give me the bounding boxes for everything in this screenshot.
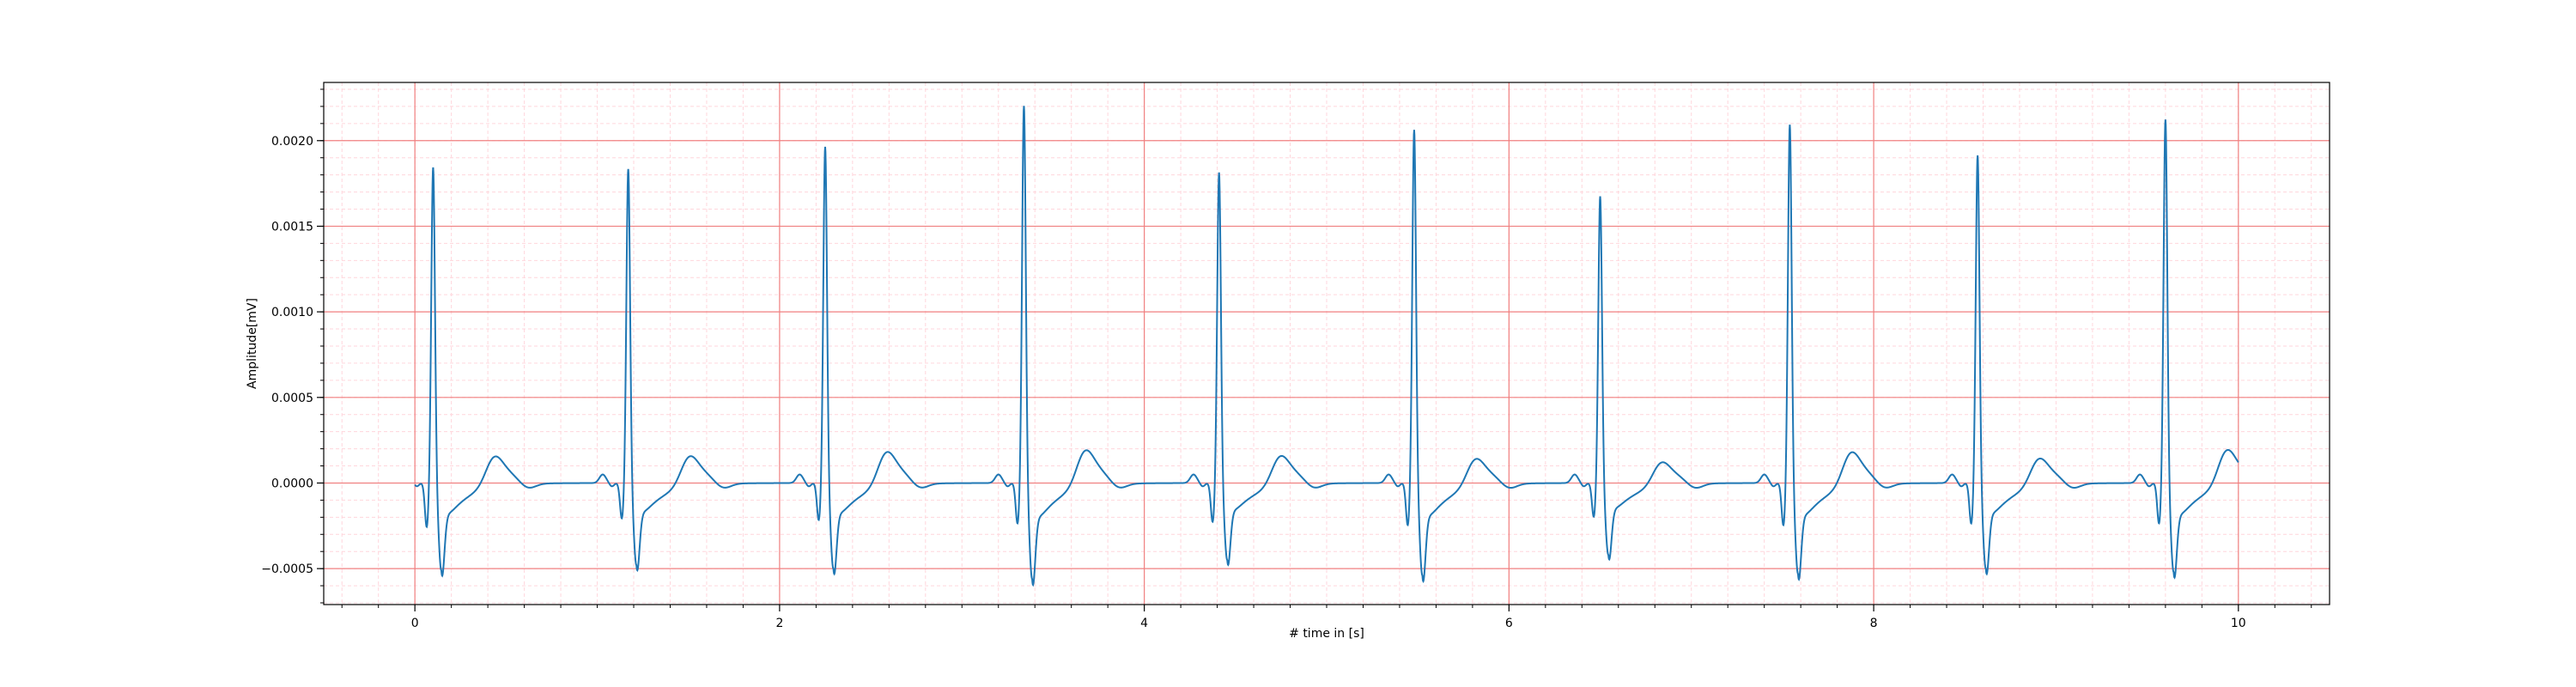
y-tick-label: 0.0005 [271,392,313,405]
x-axis-ticks: 0 2 4 6 8 10 [341,605,2312,630]
y-tick-label: 0.0000 [271,477,313,490]
x-tick-label: 2 [775,617,783,630]
x-tick-label: 0 [411,617,419,630]
y-tick-label: 0.0010 [271,306,313,319]
series-line-ecg [414,106,2239,587]
x-axis-label: # time in [s] [1289,627,1364,641]
y-tick-label: −0.0005 [261,562,313,576]
series-layer [414,106,2239,587]
y-tick-label: 0.0015 [271,220,313,234]
major-grid [324,82,2330,605]
x-tick-label: 10 [2231,617,2246,630]
x-tick-label: 4 [1140,617,1148,630]
x-tick-label: 8 [1870,617,1878,630]
y-axis-label: Amplitude[mV] [246,298,259,389]
x-tick-label: 6 [1505,617,1513,630]
y-axis-ticks: −0.0005 0.0000 0.0005 0.0010 0.0015 0.0020 [261,88,324,604]
y-tick-label: 0.0020 [271,135,313,149]
